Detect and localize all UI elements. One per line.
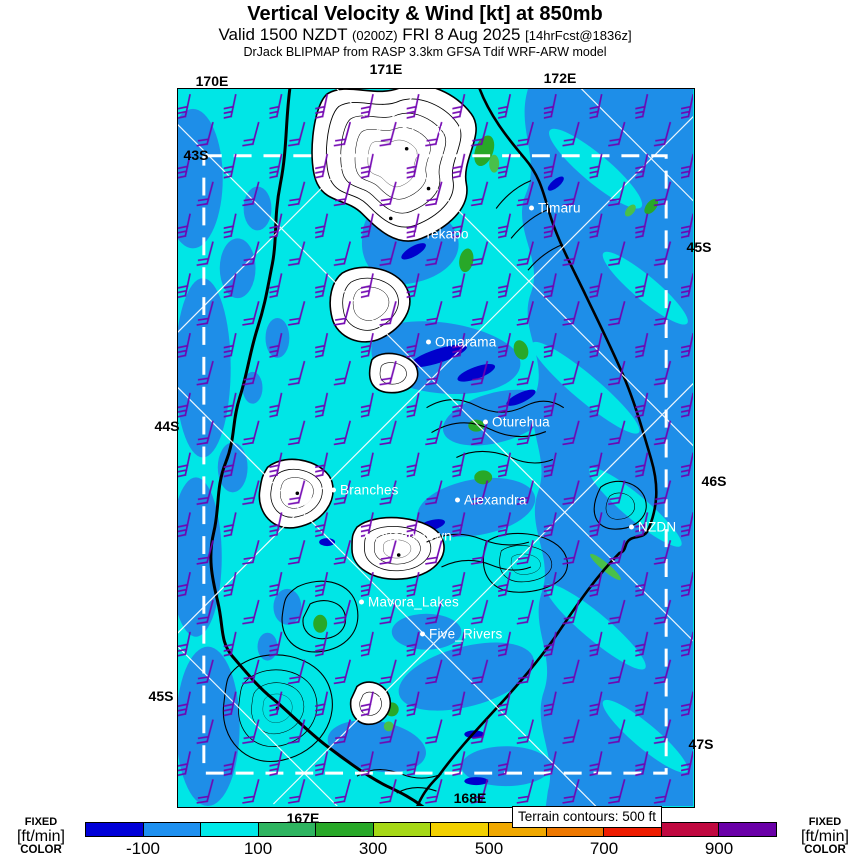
colorbar-segment xyxy=(257,823,316,836)
header: Vertical Velocity & Wind [kt] at 850mb V… xyxy=(0,3,850,60)
grid-label-44s: 44S xyxy=(154,418,180,434)
terrain-contours-note: Terrain contours: 500 ft xyxy=(512,806,662,828)
scale-label-left: FIXED [ft/min] COLOR xyxy=(4,816,78,857)
city-label: Queenstown xyxy=(374,528,452,544)
city-dot xyxy=(415,231,420,237)
colorbar-segment xyxy=(142,823,201,836)
city-marker-branches: Branches xyxy=(331,483,399,498)
colorbar-tick: 500 xyxy=(474,839,504,858)
grid-label-46s: 46S xyxy=(701,473,727,489)
city-dot xyxy=(402,126,407,132)
city-marker-queenstown: Queenstown xyxy=(365,529,452,544)
city-label: Oturehua xyxy=(492,414,550,430)
fixed-label: FIXED xyxy=(24,816,58,828)
colorbar-segment xyxy=(660,823,719,836)
colorbar-segment xyxy=(372,823,431,836)
colorbar-segment xyxy=(86,823,143,836)
city-marker-five-rivers: Five_Rivers xyxy=(420,627,502,642)
city-dot xyxy=(331,487,336,493)
valid-date: FRI 8 Aug 2025 xyxy=(402,25,521,44)
colorbar-tick: -100 xyxy=(125,839,161,858)
city-marker-mavora-lakes: Mavora_Lakes xyxy=(359,595,459,610)
city-dot xyxy=(420,631,425,637)
city-dot xyxy=(365,533,370,539)
map-graphic xyxy=(178,89,693,806)
city-label: Five_Rivers xyxy=(429,626,503,642)
colorbar-segment xyxy=(430,823,489,836)
unit-label: [ft/min] xyxy=(16,828,65,845)
city-marker-oturehua: Oturehua xyxy=(483,415,550,430)
colorbar-segment xyxy=(315,823,373,836)
city-marker-timaru: Timaru xyxy=(529,201,581,216)
city-marker-alexandra: Alexandra xyxy=(455,493,527,508)
city-label: Mavora_Lakes xyxy=(368,594,459,610)
city-dot xyxy=(359,599,364,605)
scale-label-right: FIXED [ft/min] COLOR xyxy=(788,816,850,857)
grid-label-43s: 43S xyxy=(183,147,209,163)
valid-time: Valid 1500 NZDT xyxy=(218,25,348,44)
valid-zulu: (0200Z) xyxy=(352,28,398,43)
city-dot xyxy=(483,419,488,425)
valid-line: Valid 1500 NZDT (0200Z) FRI 8 Aug 2025 [… xyxy=(0,25,850,45)
page-title: Vertical Velocity & Wind [kt] at 850mb xyxy=(247,3,603,25)
city-label: Timaru xyxy=(538,200,581,216)
city-marker-erewhon: Erewhon xyxy=(402,122,466,137)
city-label: Alexandra xyxy=(464,492,527,508)
city-dot xyxy=(455,497,460,503)
colorbar-tick: 700 xyxy=(589,839,619,858)
city-label: NZDN xyxy=(638,519,677,535)
city-label: Tekapo xyxy=(424,226,469,242)
colorbar-tick: 100 xyxy=(243,839,273,858)
color-label: COLOR xyxy=(20,844,62,856)
grid-label-45s-right: 45S xyxy=(686,239,712,255)
wind-barb-field xyxy=(178,89,693,806)
model-line: DrJack BLIPMAP from RASP 3.3km GFSA Tdif… xyxy=(243,45,607,59)
fixed-label: FIXED xyxy=(808,816,842,828)
city-dot xyxy=(629,524,634,530)
colorbar-segment xyxy=(718,823,776,836)
colorbar-tick: 900 xyxy=(704,839,734,858)
grid-label-172e: 172E xyxy=(543,70,577,86)
forecast-info: [14hrFcst@1836z] xyxy=(525,28,632,43)
city-label: Branches xyxy=(340,482,399,498)
unit-label: [ft/min] xyxy=(800,828,849,845)
city-marker-nzdn: NZDN xyxy=(629,520,676,535)
grid-label-45s-left: 45S xyxy=(148,688,174,704)
colorbar xyxy=(85,822,777,837)
colorbar-segment xyxy=(200,823,258,836)
grid-label-171e: 171E xyxy=(369,61,403,77)
color-label: COLOR xyxy=(804,844,846,856)
map-frame: Erewhon Timaru Tekapo Omarama Oturehua B… xyxy=(177,88,695,808)
city-marker-tekapo: Tekapo xyxy=(415,227,469,242)
grid-label-47s: 47S xyxy=(688,736,714,752)
grid-label-168e: 168E xyxy=(453,790,487,806)
city-label: Erewhon xyxy=(411,121,466,137)
city-dot xyxy=(426,339,431,345)
grid-label-170e: 170E xyxy=(195,73,229,89)
city-dot xyxy=(529,205,534,211)
city-label: Omarama xyxy=(435,334,497,350)
city-marker-omarama: Omarama xyxy=(426,335,496,350)
colorbar-tick: 300 xyxy=(358,839,388,858)
